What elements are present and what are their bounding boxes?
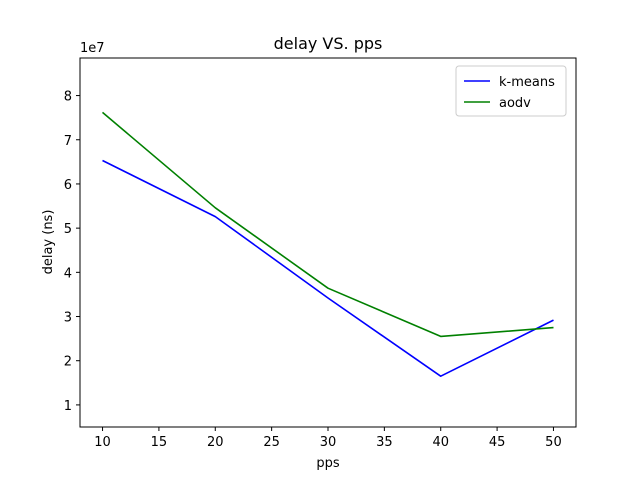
- y-tick-label: 1: [64, 399, 72, 414]
- series-line-k-means: [102, 159, 554, 378]
- legend-box: [455, 65, 567, 117]
- legend-label-aodv: aodv: [499, 96, 531, 111]
- y-tick-label: 4: [64, 266, 72, 281]
- chart-title: delay VS. pps: [274, 34, 383, 53]
- x-tick-label: 40: [432, 435, 449, 450]
- y-tick-label: 5: [64, 222, 72, 237]
- x-tick-label: 50: [545, 435, 562, 450]
- y-tick-label: 3: [64, 311, 72, 326]
- x-tick-label: 10: [94, 435, 111, 450]
- y-scale-label: 1e7: [80, 41, 105, 56]
- y-tick-label: 6: [64, 178, 72, 193]
- y-tick-label: 2: [64, 355, 72, 370]
- x-tick-label: 30: [320, 435, 337, 450]
- legend-label-k-means: k-means: [499, 75, 555, 90]
- x-tick-label: 25: [263, 435, 280, 450]
- x-axis-label: pps: [316, 456, 340, 471]
- x-tick-label: 20: [207, 435, 224, 450]
- x-tick-label: 45: [489, 435, 506, 450]
- series-line-aodv: [101, 111, 554, 338]
- y-axis-label: delay (ns): [41, 210, 56, 275]
- y-tick-label: 8: [64, 90, 72, 105]
- x-tick-label: 35: [376, 435, 393, 450]
- x-tick-label: 15: [151, 435, 168, 450]
- y-tick-label: 7: [64, 134, 72, 149]
